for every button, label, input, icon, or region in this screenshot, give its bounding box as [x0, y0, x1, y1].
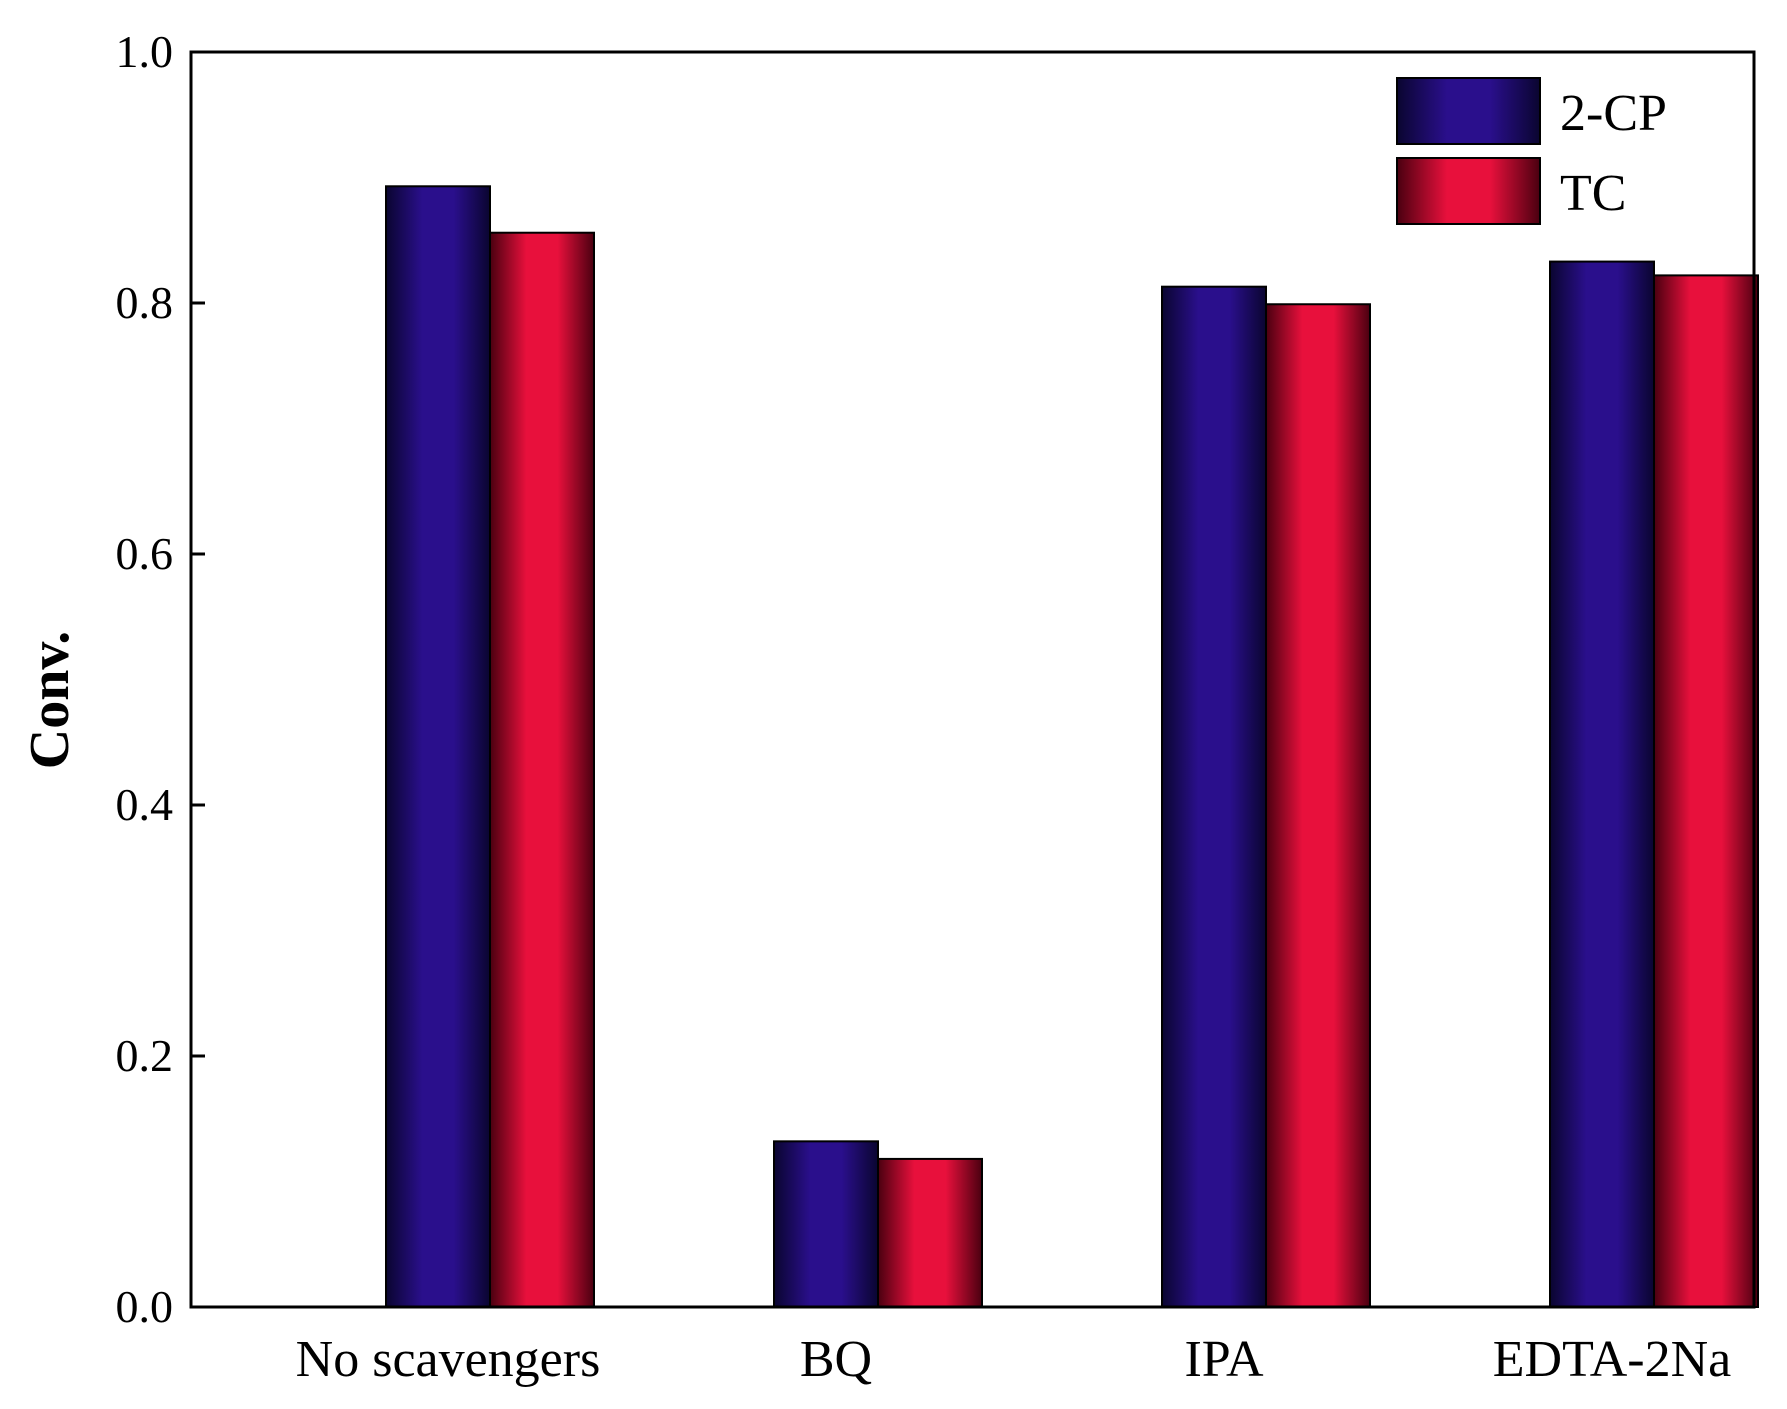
y-tick-label: 0.2 [116, 1030, 174, 1081]
y-tick-label: 0.6 [116, 528, 174, 579]
y-axis-title: Conv. [19, 631, 81, 770]
x-category-label: IPA [1184, 1331, 1263, 1388]
legend-label: 2-CP [1560, 85, 1667, 142]
plot-frame [189, 50, 1756, 1309]
legend: 2-CP TC [1396, 77, 1667, 225]
bar-tc-0 [489, 231, 595, 1309]
bar-2-cp-3 [1549, 260, 1655, 1309]
bar-2-cp-0 [385, 185, 491, 1308]
bars-group [385, 185, 1759, 1309]
bar-2-cp-1 [773, 1140, 879, 1308]
y-tick-label: 0.0 [116, 1281, 174, 1332]
x-axis-category-labels: No scavengers BQ IPA EDTA-2Na [296, 1331, 1732, 1388]
y-tick-label: 0.4 [116, 779, 174, 830]
y-tick-label: 1.0 [116, 26, 174, 77]
legend-label: TC [1560, 165, 1626, 222]
x-category-label: BQ [800, 1331, 872, 1388]
bar-2-cp-2 [1161, 285, 1267, 1308]
bar-tc-2 [1265, 303, 1371, 1308]
x-category-label: EDTA-2Na [1493, 1331, 1731, 1388]
bar-tc-3 [1653, 274, 1759, 1308]
legend-swatch-1 [1396, 157, 1541, 225]
x-category-label: No scavengers [296, 1331, 601, 1388]
y-tick-label: 0.8 [116, 277, 174, 328]
y-axis-ticks: 0.0 0.2 0.4 0.6 0.8 1.0 [116, 26, 1754, 1332]
legend-swatch-0 [1396, 77, 1541, 145]
bar-tc-1 [877, 1157, 983, 1309]
